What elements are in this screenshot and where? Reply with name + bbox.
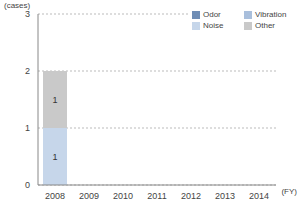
html-text:Vibration: Vibration [255, 10, 287, 19]
svg-text:2014: 2014 [249, 191, 269, 201]
svg-text:2010: 2010 [113, 191, 133, 201]
html-text:(cases): (cases) [4, 1, 31, 10]
svg-text:2013: 2013 [215, 191, 235, 201]
svg-text:1: 1 [25, 123, 30, 133]
html-text:Noise: Noise [203, 21, 224, 30]
svg-text:1: 1 [52, 152, 57, 162]
html-text:Other: Other [255, 21, 275, 30]
html-text:Odor: Odor [203, 10, 221, 19]
svg-text:2011: 2011 [147, 191, 166, 201]
svg-text:2009: 2009 [79, 191, 99, 201]
svg-text:3: 3 [25, 9, 30, 19]
svg-text:2: 2 [25, 66, 30, 76]
svg-text:0: 0 [25, 180, 30, 190]
svg-text:2012: 2012 [181, 191, 201, 201]
svg-text:1: 1 [52, 95, 57, 105]
html-text:(FY): (FY) [281, 187, 297, 196]
svg-text:2008: 2008 [45, 191, 65, 201]
